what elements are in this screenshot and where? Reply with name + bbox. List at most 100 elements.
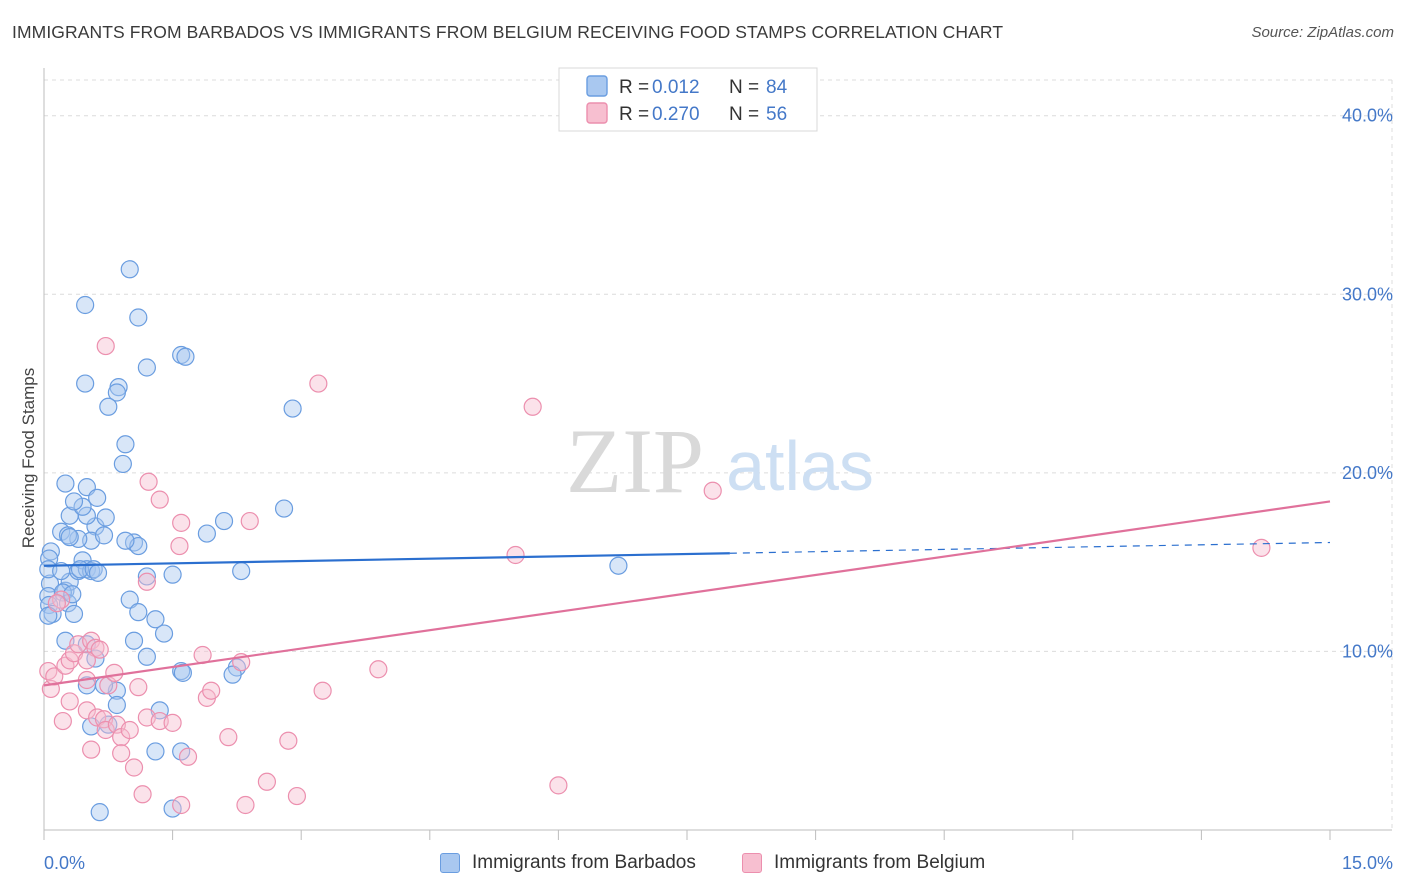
belgium-point-19 [88,708,107,727]
barbados-point-31 [94,526,114,545]
legend-r-label-barbados: R = [619,77,649,98]
watermark-zip: ZIP [566,410,704,512]
axes [43,68,1392,840]
belgium-point-18 [77,701,96,720]
grid-lines [44,79,1393,830]
legend-stat-swatch-belgium [586,102,608,124]
y-tick-label-3: 40.0% [1342,106,1393,126]
barbados-point-4 [41,542,60,561]
barbados-point-67 [137,358,156,377]
y-axis-label: Receiving Food Stamps [19,368,38,548]
belgium-point-38 [172,513,191,532]
legend-n-value-barbados: 84 [766,77,788,98]
barbados-point-68 [76,374,95,393]
trend-lines [43,500,1331,687]
barbados-point-35 [137,567,156,586]
y-tick-label-0: 10.0% [1342,641,1393,661]
barbados-point-66 [176,347,195,366]
y-tick-label-1: 20.0% [1342,463,1393,483]
legend-n-label-belgium: N = [729,104,759,125]
barbados-point-43 [154,624,174,643]
belgium-point-12 [77,651,96,670]
barbados-point-83 [64,492,84,511]
barbados-point-24 [73,497,92,516]
legend-n-value-belgium: 56 [766,104,787,125]
belgium-point-25 [82,740,101,759]
legend-item-belgium[interactable]: Immigrants from Belgium [742,852,985,874]
legend-r-value-belgium: 0.270 [652,104,700,125]
chart-title: IMMIGRANTS FROM BARBADOS VS IMMIGRANTS F… [12,22,1004,42]
series-barbados-points [39,260,628,822]
barbados-point-30 [60,528,79,547]
belgium-trend-solid [43,500,1331,687]
barbados-point-41 [129,603,148,622]
barbados-point-27 [88,488,107,507]
belgium-point-50 [287,786,307,806]
belgium-point-35 [96,336,115,356]
belgium-point-26 [112,744,131,763]
barbados-point-23 [60,506,79,525]
belgium-point-11 [90,640,109,659]
legend-stats: R = 0.012 N = 84 R = 0.270 N = 56 [558,67,818,132]
legend-label-barbados: Immigrants from Barbados [472,852,696,873]
belgium-point-4 [47,594,66,613]
belgium-point-28 [133,785,152,804]
source-credit: Source: ZipAtlas.com [1251,24,1394,41]
belgium-point-46 [219,728,238,747]
belgium-point-58 [549,776,568,795]
barbados-point-63 [120,260,139,279]
belgium-point-47 [236,795,255,815]
barbados-point-75 [274,499,294,518]
barbados-point-50 [173,663,192,682]
barbados-point-39 [88,563,108,582]
belgium-point-21 [96,720,115,740]
watermark-atlas: atlas [726,427,874,505]
barbados-point-61 [90,803,109,822]
barbados-point-48 [137,647,156,666]
barbados-point-54 [107,695,126,715]
barbados-point-82 [39,606,58,625]
barbados-point-74 [283,399,302,418]
barbados-point-62 [76,295,95,315]
belgium-point-49 [279,731,298,750]
belgium-point-16 [60,692,79,711]
belgium-point-56 [703,481,722,500]
barbados-point-25 [56,474,75,493]
legend-item-barbados[interactable]: Immigrants from Barbados [440,852,696,874]
barbados-point-13 [63,585,82,604]
belgium-point-55 [506,545,525,565]
series-belgium-points [39,336,1271,815]
barbados-point-72 [116,435,135,454]
barbados-point-73 [113,454,132,474]
barbados-point-36 [163,565,182,584]
belgium-point-29 [172,795,191,815]
barbados-point-78 [232,561,251,581]
belgium-point-36 [139,472,158,491]
barbados-point-12 [64,604,84,624]
belgium-point-45 [202,681,221,700]
belgium-point-48 [257,772,277,791]
barbados-point-34 [116,531,135,550]
belgium-point-41 [240,511,259,531]
belgium-point-53 [369,660,388,679]
tick-labels: 10.0% 20.0% 30.0% 40.0% 0.0% 15.0% [44,106,1393,873]
legend-r-value-barbados: 0.012 [652,77,700,98]
barbados-point-40 [120,590,139,609]
barbados-point-22 [96,508,115,527]
barbados-point-42 [146,610,165,629]
barbados-trend-solid [43,552,730,567]
barbados-point-76 [197,524,216,543]
barbados-point-77 [214,511,234,531]
legend-n-label-barbados: N = [729,77,759,98]
belgium-point-34 [163,713,182,732]
barbados-point-64 [129,308,148,327]
barbados-point-44 [124,631,144,650]
belgium-point-54 [523,397,542,416]
belgium-point-51 [309,374,328,393]
legend-label-belgium: Immigrants from Belgium [774,852,986,873]
belgium-point-57 [1252,538,1271,557]
belgium-point-15 [105,663,124,682]
barbados-point-81 [609,556,628,575]
belgium-point-17 [53,711,72,731]
